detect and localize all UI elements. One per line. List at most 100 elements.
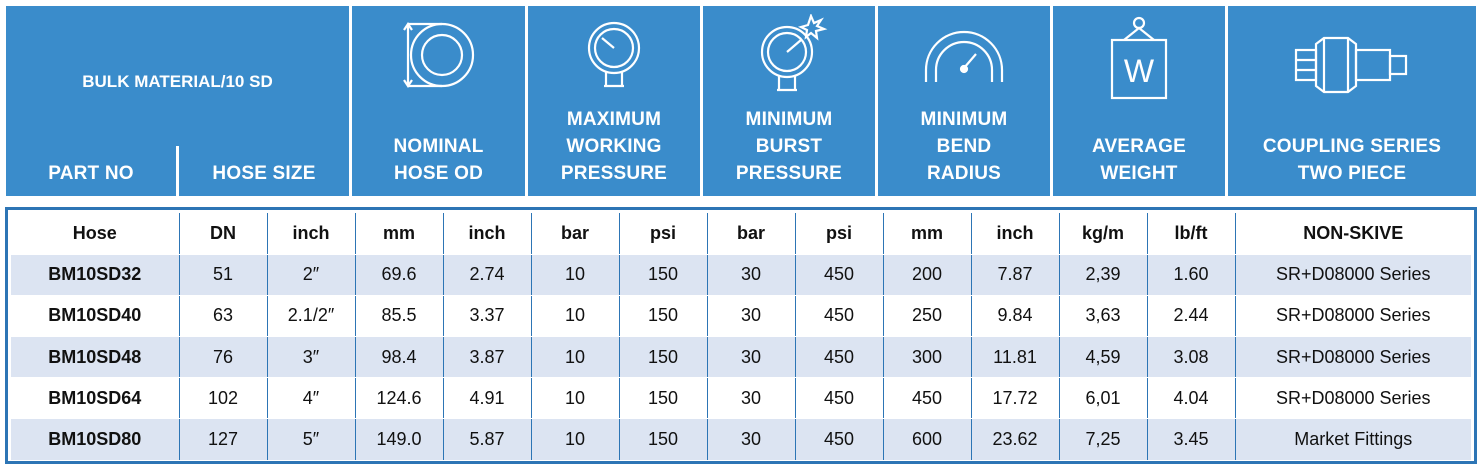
header-average-weight-panel: W AVERAGE WEIGHT	[1053, 6, 1225, 196]
table-cell: 5.87	[443, 418, 532, 461]
col-header-weight-lbft: lb/ft	[1147, 213, 1236, 255]
table-cell: 30	[707, 418, 796, 461]
table-cell: 250	[883, 295, 972, 338]
table-cell: 3.45	[1147, 418, 1236, 461]
table-cell: 10	[531, 254, 620, 296]
header-nominal-od-panel: NOMINAL HOSE OD	[352, 6, 525, 196]
table-cell: 149.0	[355, 418, 444, 461]
table-cell: 3.08	[1147, 336, 1236, 379]
coupling-icon	[1294, 36, 1408, 94]
header-coupling-series-line2: TWO PIECE	[1297, 163, 1407, 184]
header-max-working-pressure-panel: MAXIMUM WORKING PRESSURE	[528, 6, 700, 196]
table-cell: 63	[179, 295, 268, 338]
table-cell: Market Fittings	[1235, 418, 1471, 461]
table-cell: 3.37	[443, 295, 532, 338]
col-header-burst-psi: psi	[795, 213, 884, 255]
pressure-gauge-icon	[587, 21, 641, 88]
col-header-hose-inch: inch	[267, 213, 356, 255]
table-cell: 4,59	[1059, 336, 1148, 379]
table-cell: 2.74	[443, 254, 532, 296]
table-row: BM10SD32 51 2″ 69.6 2.74 10 150 30 450 2…	[11, 254, 1471, 296]
table-cell: 5″	[267, 418, 356, 461]
header-min-burst-pressure-line2: BURST	[755, 136, 823, 157]
header-coupling-series: COUPLING SERIES TWO PIECE	[1228, 133, 1476, 187]
table-cell: SR+D08000 Series	[1235, 295, 1471, 338]
table-cell: SR+D08000 Series	[1235, 254, 1471, 296]
table-cell: 4″	[267, 377, 356, 420]
header-min-bend-radius-panel: MINIMUM BEND RADIUS	[878, 6, 1050, 196]
table-row: BM10SD80 127 5″ 149.0 5.87 10 150 30 450…	[11, 418, 1471, 461]
table-cell: 150	[619, 336, 708, 379]
header-min-burst-pressure: MINIMUM BURST PRESSURE	[703, 106, 875, 187]
header-max-working-pressure-line1: MAXIMUM	[566, 109, 662, 130]
table-cell: 3,63	[1059, 295, 1148, 338]
table-title: BULK MATERIAL/10 SD	[82, 72, 273, 91]
header-average-weight-line1: AVERAGE	[1092, 136, 1186, 157]
part-no-cell: BM10SD48	[11, 336, 180, 379]
header-nominal-od: NOMINAL HOSE OD	[352, 133, 525, 187]
spec-table-frame: Hose DN inch mm inch bar psi bar psi mm …	[5, 207, 1477, 464]
header-min-bend-radius-line1: MINIMUM	[920, 109, 1008, 130]
table-row: BM10SD64 102 4″ 124.6 4.91 10 150 30 450…	[11, 377, 1471, 420]
table-cell: 450	[883, 377, 972, 420]
part-no-cell: BM10SD40	[11, 295, 180, 338]
col-header-bend-mm: mm	[883, 213, 972, 255]
col-header-dn: DN	[179, 213, 268, 255]
header-hose-size: HOSE SIZE	[212, 163, 316, 184]
weight-icon-letter: W	[1124, 53, 1155, 89]
table-cell: 11.81	[971, 336, 1060, 379]
header-coupling-series-line1: COUPLING SERIES	[1262, 136, 1442, 157]
header-nominal-od-line1: NOMINAL	[393, 136, 484, 157]
table-cell: 600	[883, 418, 972, 461]
col-header-coupling: NON-SKIVE	[1235, 213, 1471, 255]
table-cell: 150	[619, 418, 708, 461]
table-cell: 102	[179, 377, 268, 420]
table-cell: 450	[795, 377, 884, 420]
table-cell: SR+D08000 Series	[1235, 377, 1471, 420]
part-no-cell: BM10SD80	[11, 418, 180, 461]
table-cell: 10	[531, 418, 620, 461]
spec-table: Hose DN inch mm inch bar psi bar psi mm …	[11, 213, 1471, 461]
part-no-cell: BM10SD64	[11, 377, 180, 420]
table-cell: 7.87	[971, 254, 1060, 296]
table-cell: 450	[795, 295, 884, 338]
table-cell: 150	[619, 377, 708, 420]
table-cell: 2,39	[1059, 254, 1148, 296]
table-cell: 30	[707, 377, 796, 420]
header-nominal-od-line2: HOSE OD	[393, 163, 484, 184]
table-cell: 10	[531, 295, 620, 338]
header-divider	[176, 146, 179, 196]
part-no-cell: BM10SD32	[11, 254, 180, 296]
table-cell: 10	[531, 377, 620, 420]
table-cell: 69.6	[355, 254, 444, 296]
table-row: BM10SD40 63 2.1/2″ 85.5 3.37 10 150 30 4…	[11, 295, 1471, 338]
table-cell: 4.04	[1147, 377, 1236, 420]
table-cell: 450	[795, 336, 884, 379]
header-min-burst-pressure-line1: MINIMUM	[745, 109, 833, 130]
table-cell: 9.84	[971, 295, 1060, 338]
table-cell: 1.60	[1147, 254, 1236, 296]
table-cell: 2.44	[1147, 295, 1236, 338]
header-part-no: PART NO	[48, 163, 134, 184]
header-max-working-pressure-line3: PRESSURE	[560, 163, 668, 184]
table-cell: 30	[707, 336, 796, 379]
hose-od-icon	[402, 22, 474, 88]
col-header-burst-bar: bar	[707, 213, 796, 255]
table-cell: 2″	[267, 254, 356, 296]
table-cell: 300	[883, 336, 972, 379]
table-cell: 150	[619, 295, 708, 338]
table-cell: 85.5	[355, 295, 444, 338]
col-header-working-psi: psi	[619, 213, 708, 255]
header-part-hose-panel: BULK MATERIAL/10 SD PART NO HOSE SIZE	[6, 6, 349, 196]
table-cell: 127	[179, 418, 268, 461]
col-header-od-inch: inch	[443, 213, 532, 255]
header-coupling-series-panel: COUPLING SERIES TWO PIECE	[1228, 6, 1476, 196]
header-min-burst-pressure-panel: MINIMUM BURST PRESSURE	[703, 6, 875, 196]
header-max-working-pressure: MAXIMUM WORKING PRESSURE	[528, 106, 700, 187]
col-header-od-mm: mm	[355, 213, 444, 255]
table-row: BM10SD48 76 3″ 98.4 3.87 10 150 30 450 3…	[11, 336, 1471, 379]
table-cell: 4.91	[443, 377, 532, 420]
weight-icon: W	[1110, 16, 1168, 100]
header-min-bend-radius: MINIMUM BEND RADIUS	[878, 106, 1050, 187]
table-cell: 2.1/2″	[267, 295, 356, 338]
